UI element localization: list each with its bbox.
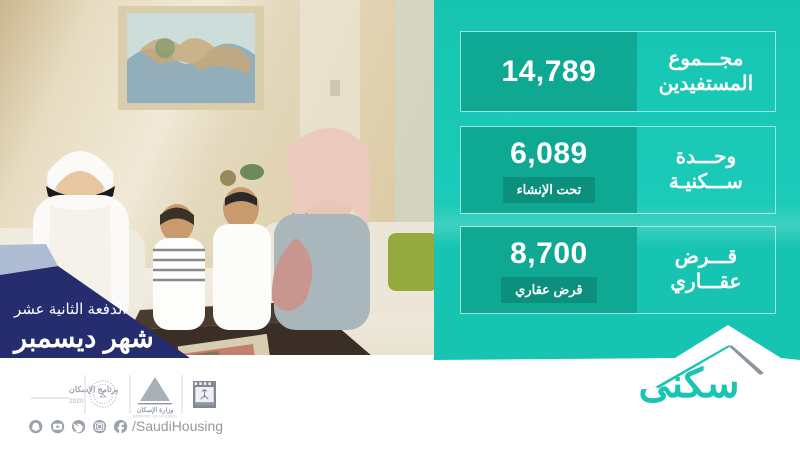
svg-text:برنامج الإسكان: برنامج الإسكان: [69, 385, 118, 395]
svg-text:2020: 2020: [69, 398, 84, 405]
svg-text:وزارة الإسكان: وزارة الإسكان: [137, 407, 174, 414]
